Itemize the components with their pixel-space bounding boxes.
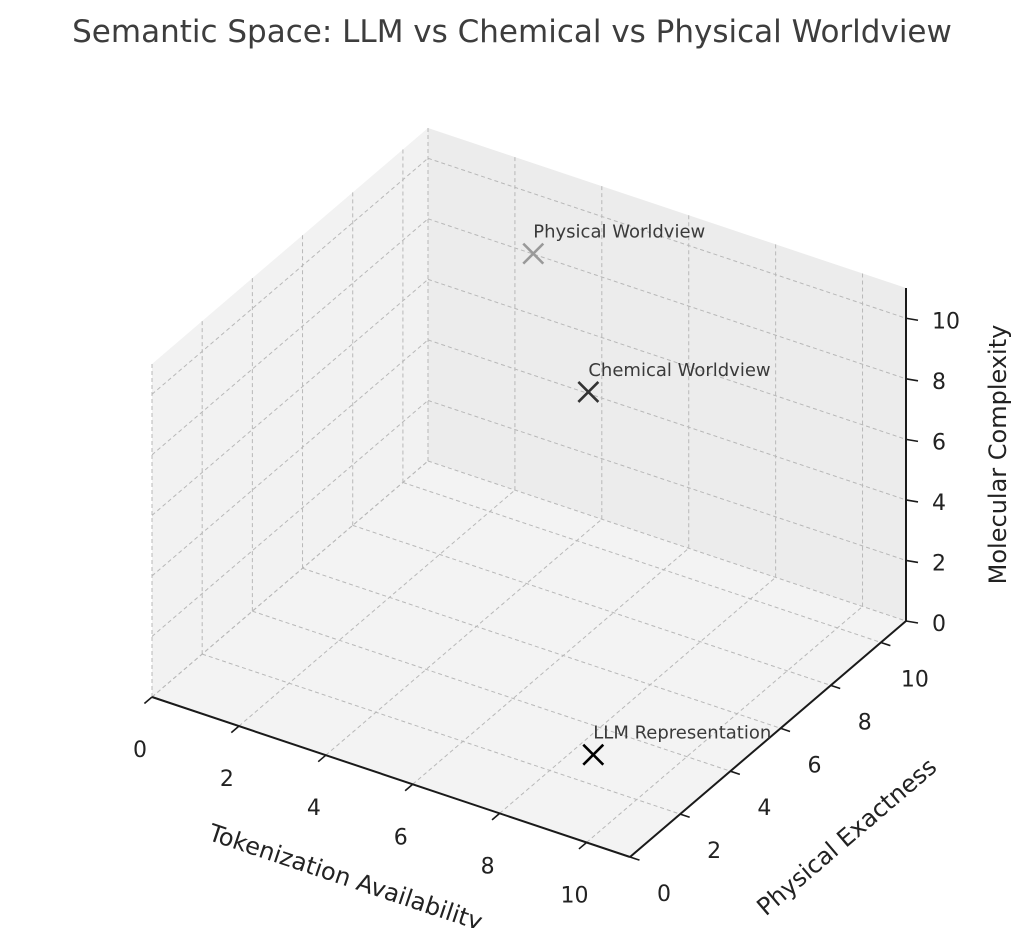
y-axis-line (629, 620, 907, 858)
x-tick-mark (404, 783, 414, 792)
y-tick-label: 8 (858, 710, 872, 735)
grid-left-z (151, 218, 429, 456)
y-tick-mark (629, 856, 640, 861)
data-point-label: Chemical Worldview (588, 360, 770, 381)
z-tick-label: 10 (932, 309, 960, 334)
data-point-marker (577, 380, 600, 403)
grid-floor-x (412, 547, 690, 785)
marker-stroke (582, 743, 605, 766)
grid-back-z (427, 157, 907, 319)
x-tick-mark (143, 696, 153, 705)
z-axis-label: Molecular Complexity (984, 325, 1012, 585)
y-tick-mark (880, 641, 891, 647)
x-tick-label: 8 (481, 854, 495, 879)
z-tick-mark (905, 438, 919, 443)
y-tick-mark (730, 770, 741, 776)
grid-left-z (151, 157, 429, 395)
x-axis-label: Tokenization Availability (204, 818, 486, 928)
grid-back-z (427, 339, 907, 501)
grid-back-z (427, 278, 907, 440)
grid-back-z (427, 460, 907, 622)
z-tick-label: 8 (932, 370, 946, 395)
chart-panes (152, 128, 906, 857)
grid-floor-y (202, 653, 681, 815)
pane-left (152, 128, 428, 697)
y-tick-mark (679, 813, 690, 819)
x-tick-mark (491, 812, 501, 821)
y-tick-mark (780, 727, 791, 733)
grid-floor-x (586, 606, 863, 843)
grid-left-z (151, 460, 429, 698)
z-tick-label: 6 (932, 430, 946, 455)
grid-floor-y (402, 481, 882, 643)
y-tick-mark (830, 684, 841, 690)
z-tick-label: 0 (932, 612, 946, 637)
x-axis-line (151, 696, 631, 858)
y-tick-label: 4 (757, 796, 771, 821)
data-point-marker (582, 743, 605, 766)
grid-floor-y (302, 567, 781, 729)
x-tick-label: 0 (133, 738, 147, 763)
z-tick-label: 2 (932, 551, 946, 576)
marker-stroke (522, 242, 545, 265)
x-tick-label: 4 (307, 796, 321, 821)
chart-grid (151, 128, 907, 858)
grid-left-z (151, 400, 429, 637)
chart-ticks: 0 2 4 6 8 10 0 2 4 6 8 10 0 2 4 6 8 10 (133, 309, 960, 908)
x-tick-mark (317, 754, 327, 763)
chart-axes (151, 288, 907, 858)
y-tick-label: 6 (808, 753, 822, 778)
z-tick-mark (905, 378, 919, 382)
grid-floor-x (238, 489, 516, 727)
data-point-label: LLM Representation (593, 723, 771, 744)
x-tick-label: 2 (220, 767, 234, 792)
pane-floor (152, 461, 906, 857)
grid-back-z (427, 218, 907, 380)
grid-floor-x (325, 518, 603, 756)
data-point-label: Physical Worldview (533, 222, 705, 243)
pane-back (428, 128, 906, 621)
y-tick-label: 0 (657, 882, 671, 907)
z-tick-mark (905, 499, 919, 503)
grid-back-z (427, 399, 907, 561)
x-tick-label: 10 (561, 883, 589, 908)
chart-title: Semantic Space: LLM vs Chemical vs Physi… (72, 14, 952, 50)
z-tick-label: 4 (932, 491, 946, 516)
z-tick-mark (905, 559, 919, 564)
z-tick-mark (905, 620, 919, 624)
grid-floor-x (499, 576, 776, 814)
y-axis-label: Physical Exactness (751, 753, 942, 922)
chart-points: LLM Representation Chemical Worldview Phys… (522, 222, 771, 766)
x-tick-mark (230, 725, 240, 734)
grid-left-z (151, 339, 429, 577)
x-tick-label: 6 (394, 825, 408, 850)
data-point-marker (522, 242, 545, 265)
z-tick-mark (905, 317, 919, 322)
x-tick-mark (578, 841, 588, 850)
y-tick-label: 2 (707, 839, 721, 864)
grid-left-z (151, 278, 429, 516)
y-tick-label: 10 (901, 667, 929, 692)
marker-stroke (577, 380, 600, 403)
grid-floor-y (252, 610, 731, 772)
grid-floor-y (352, 524, 831, 686)
